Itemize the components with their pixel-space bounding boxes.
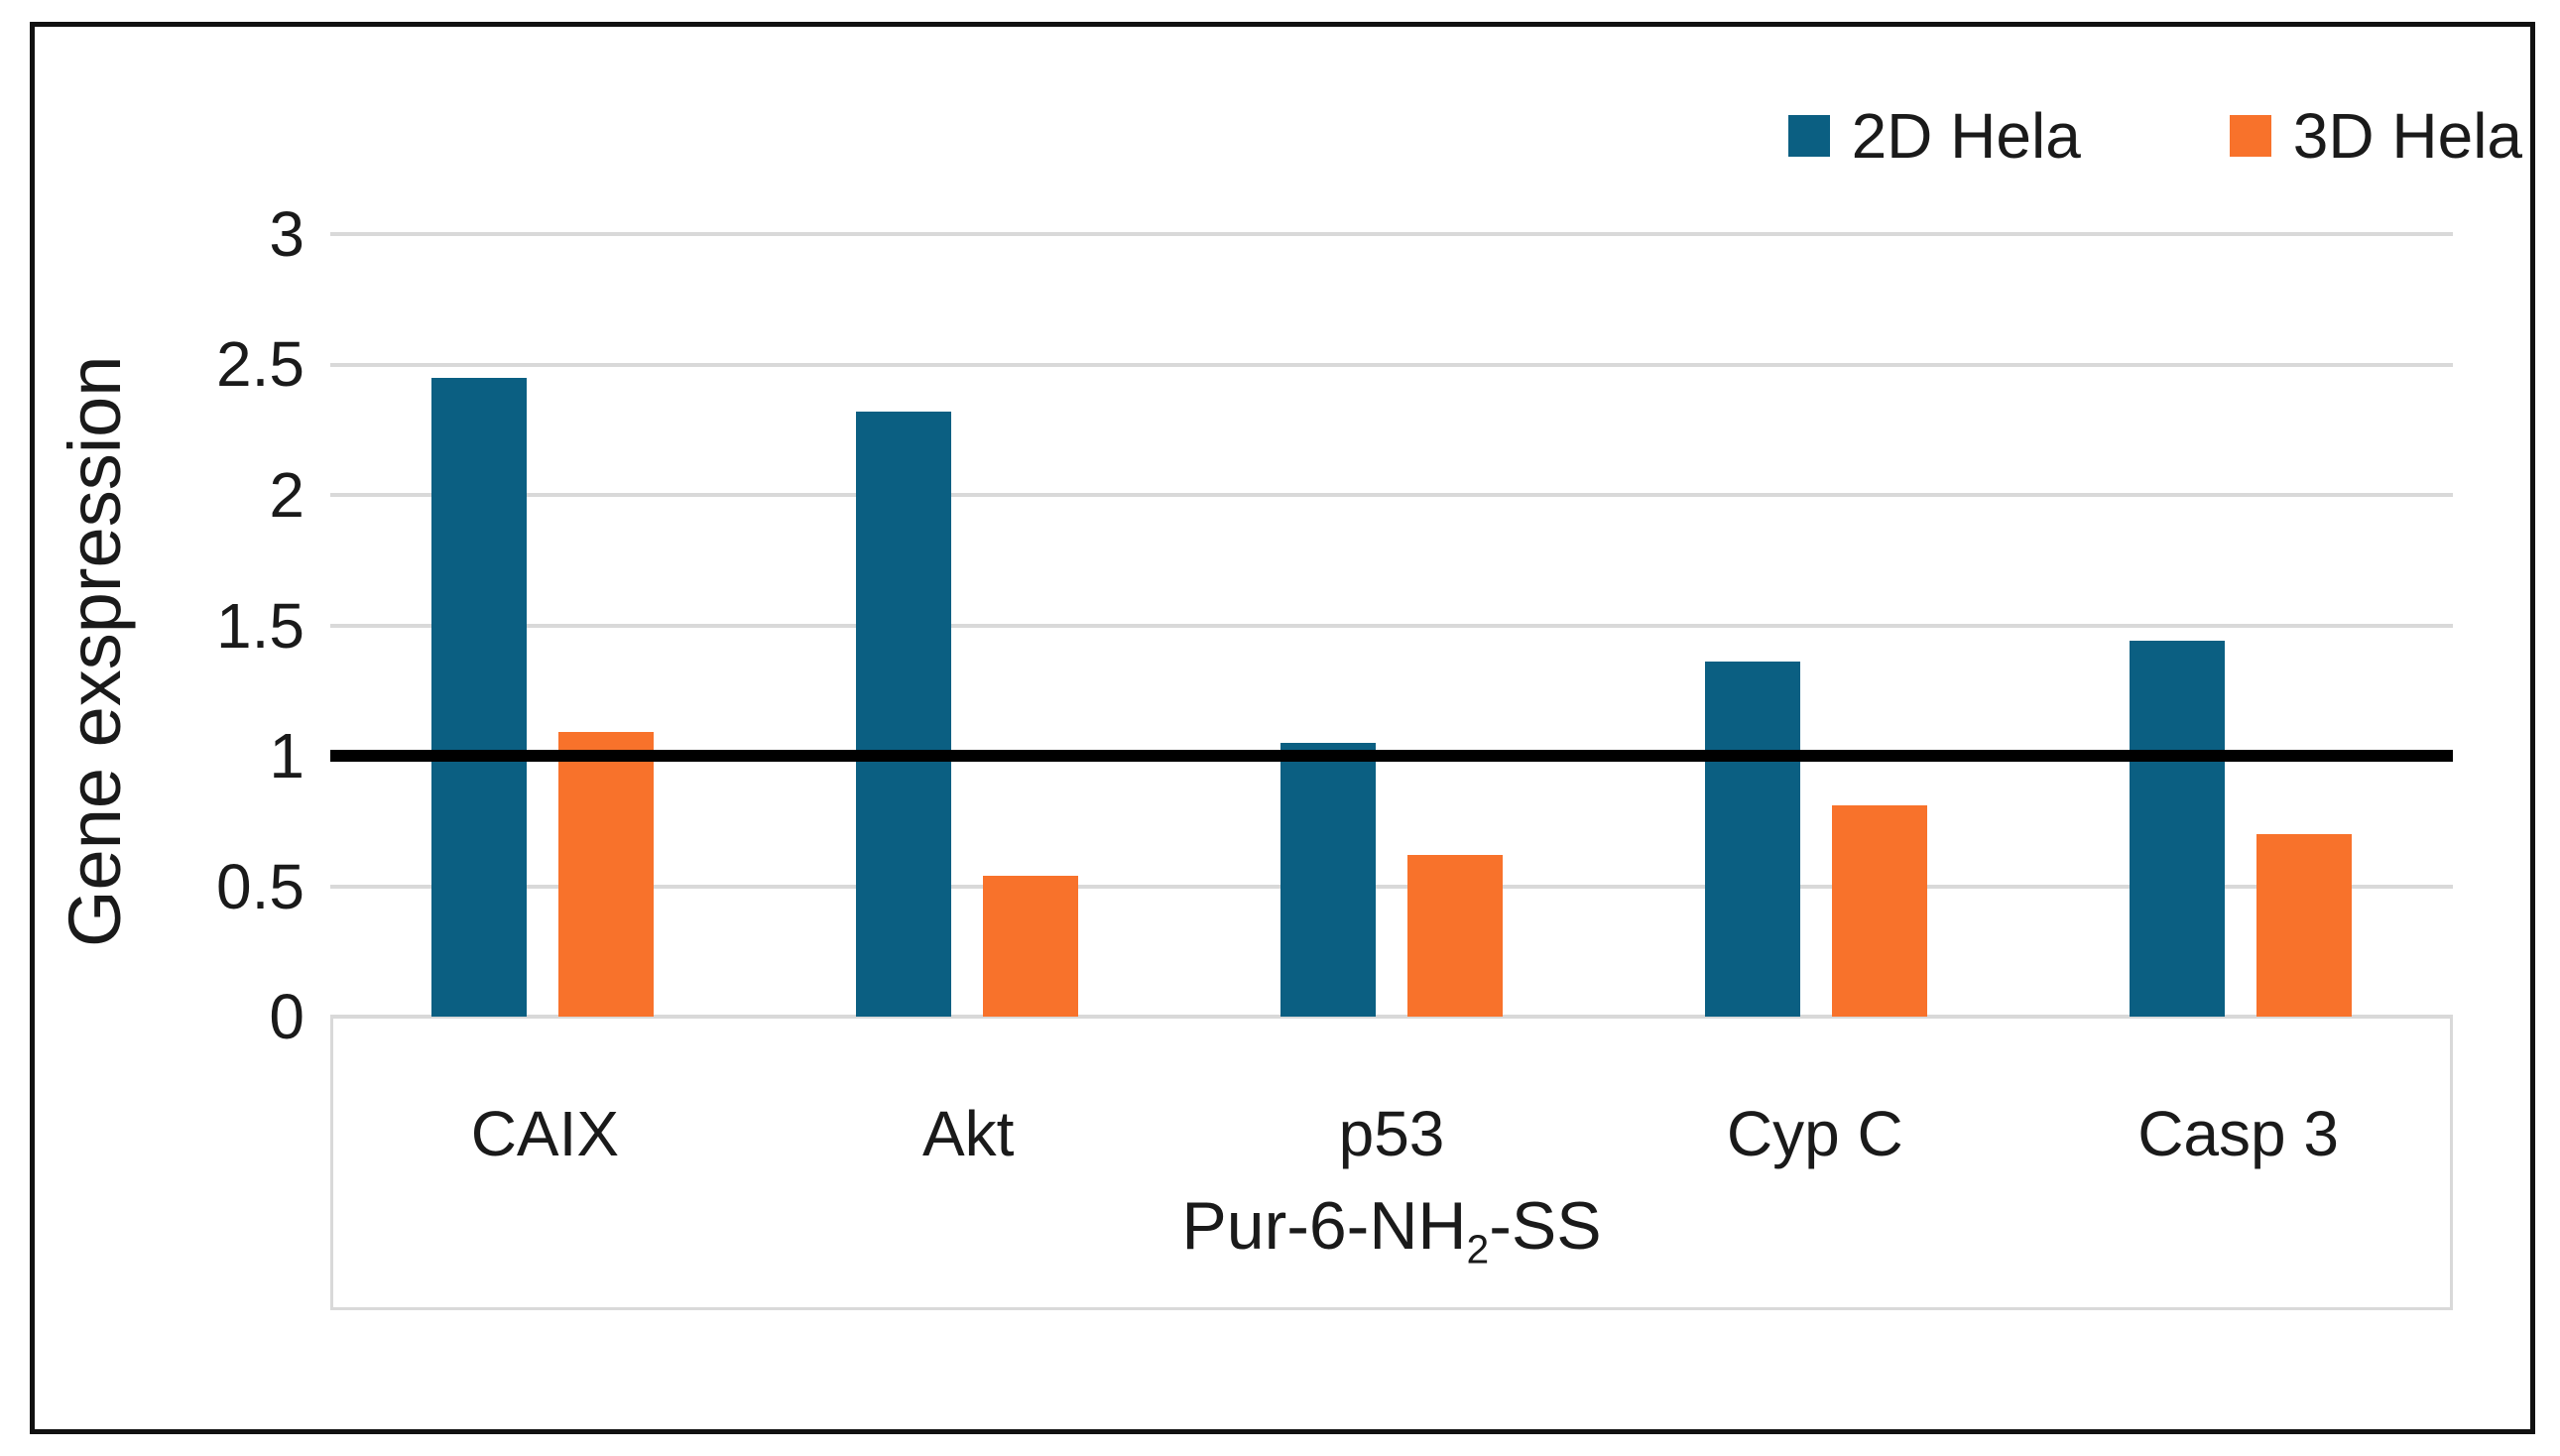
x-category-p53: p53 (1338, 1098, 1445, 1169)
legend-item-3d-hela: 3D Hela (2229, 100, 2522, 172)
legend-swatch-3d-hela (2229, 115, 2271, 157)
bar-2d-hela-casp-3 (2130, 641, 2225, 1017)
x-category-akt: Akt (921, 1098, 1015, 1169)
plot-area (330, 232, 2453, 1019)
legend-item-2d-hela: 2D Hela (1787, 100, 2081, 172)
bar-group-p53 (1179, 234, 1604, 1017)
x-category-casp-3: Casp 3 (2137, 1098, 2339, 1169)
y-tick-1: 1 (269, 719, 305, 791)
legend-swatch-2d-hela (1787, 115, 1830, 157)
y-tick-2-5: 2.5 (216, 328, 305, 401)
x-axis-title-tail: -SS (1489, 1187, 1602, 1264)
bar-2d-hela-akt (856, 411, 951, 1017)
gridline-y-1-5 (330, 623, 2453, 628)
y-tick-0: 0 (269, 981, 305, 1052)
y-tick-2: 2 (269, 458, 305, 531)
x-category-caix: CAIX (470, 1098, 620, 1169)
category-labels-row: CAIX Akt p53 Cyp C Casp 3 (333, 1017, 2450, 1165)
legend-label-3d-hela: 3D Hela (2292, 100, 2522, 172)
y-tick-1-5: 1.5 (216, 589, 305, 662)
bar-3d-hela-cyp-c (1832, 804, 1927, 1017)
y-axis-tick-labels: 0 0.5 1 1.5 2 2.5 3 (35, 202, 305, 1048)
chart-outer-frame: 2D Hela 3D Hela Gene exspression 0 0.5 1 1.… (30, 22, 2535, 1434)
bar-2d-hela-p53 (1280, 742, 1376, 1017)
bar-group-casp-3 (2028, 234, 2453, 1017)
bar-group-caix (330, 234, 755, 1017)
x-axis-title: Pur-6-NH2-SS (333, 1192, 2450, 1270)
category-axis-box: CAIX Akt p53 Cyp C Casp 3 Pur-6-NH2-SS (330, 1017, 2453, 1310)
legend: 2D Hela 3D Hela (1787, 100, 2522, 172)
bar-2d-hela-caix (431, 377, 527, 1017)
reference-line-y-1 (330, 750, 2453, 763)
bar-3d-hela-casp-3 (2256, 833, 2352, 1017)
bar-series-container (330, 234, 2453, 1017)
x-axis-title-main: Pur-6-NH (1181, 1187, 1467, 1264)
gridline-y-2 (330, 493, 2453, 498)
y-tick-3: 3 (269, 198, 305, 270)
gridline-y-3 (330, 232, 2453, 236)
bar-3d-hela-caix (558, 732, 654, 1017)
x-axis-title-subscript: 2 (1466, 1226, 1490, 1273)
legend-label-2d-hela: 2D Hela (1851, 100, 2081, 172)
bar-2d-hela-cyp-c (1705, 662, 1800, 1017)
bar-3d-hela-akt (983, 875, 1078, 1017)
bar-3d-hela-p53 (1407, 854, 1503, 1017)
gridline-y-0-5 (330, 884, 2453, 889)
bar-group-akt (755, 234, 1179, 1017)
y-tick-0-5: 0.5 (216, 850, 305, 922)
gridline-y-0 (330, 1015, 2453, 1019)
x-category-cyp-c: Cyp C (1726, 1098, 1903, 1169)
gridline-y-2-5 (330, 362, 2453, 367)
bar-group-cyp-c (1604, 234, 2028, 1017)
